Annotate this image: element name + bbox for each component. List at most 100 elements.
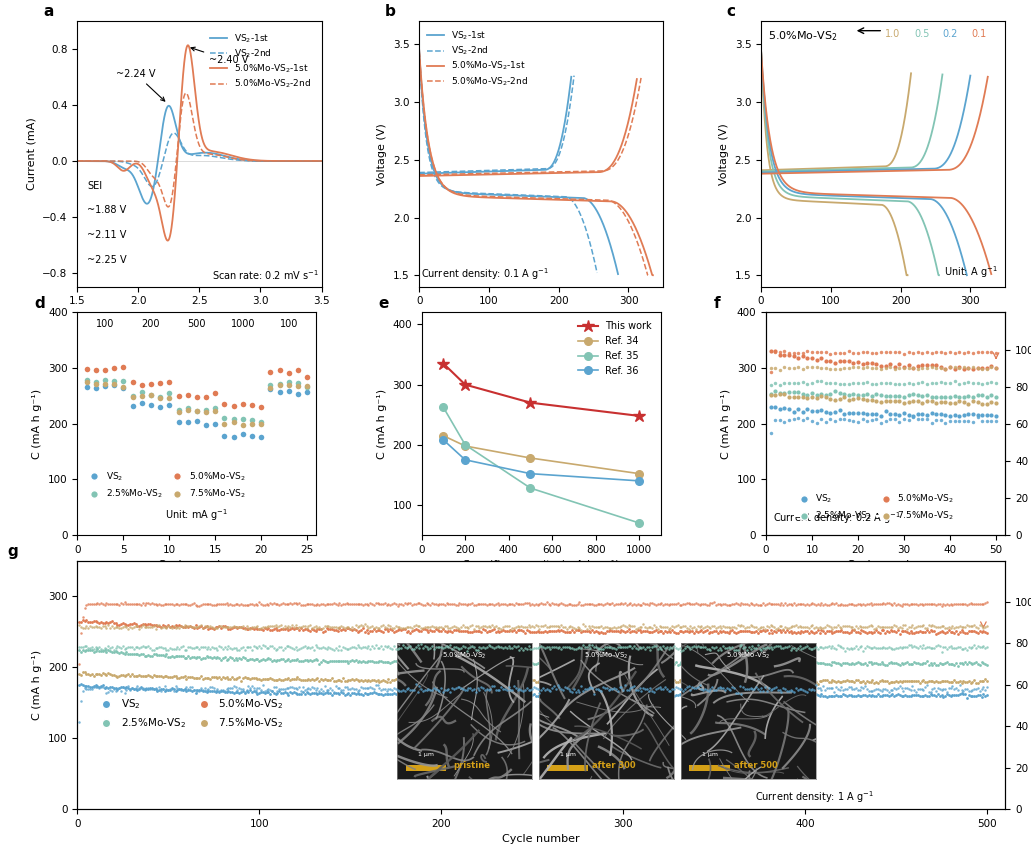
Ref. 36 — [633, 476, 645, 486]
Text: b: b — [385, 4, 396, 19]
Text: Unit: mA g$^{-1}$: Unit: mA g$^{-1}$ — [165, 508, 229, 523]
Ref. 35 — [459, 440, 471, 450]
VS$_2$-2nd — [315, 156, 328, 166]
VS$_2$-1st — [308, 156, 321, 166]
Ref. 34 — [524, 453, 536, 463]
5.0%Mo-VS$_2$-1st — [559, 168, 571, 178]
VS$_2$-2nd — [71, 156, 84, 166]
Ref. 34 — [633, 468, 645, 479]
Y-axis label: Voltage (V): Voltage (V) — [377, 123, 388, 185]
Line: VS$_2$-2nd: VS$_2$-2nd — [77, 133, 322, 187]
5.0%Mo-VS$_2$-2nd — [190, 130, 202, 140]
5.0%Mo-VS$_2$-2nd — [308, 156, 321, 166]
Ref. 35 — [524, 483, 536, 493]
5.0%Mo-VS$_2$-2nd — [413, 169, 426, 180]
5.0%Mo-VS$_2$-1st — [469, 169, 481, 180]
VS$_2$-1st — [514, 165, 527, 175]
Legend: VS$_2$, 2.5%Mo-VS$_2$, 5.0%Mo-VS$_2$, 7.5%Mo-VS$_2$: VS$_2$, 2.5%Mo-VS$_2$, 5.0%Mo-VS$_2$, 7.… — [81, 467, 250, 504]
5.0%Mo-VS$_2$-1st — [308, 156, 321, 166]
VS$_2$-2nd — [504, 164, 517, 175]
5.0%Mo-VS$_2$-1st — [452, 170, 464, 181]
Legend: VS$_2$-1st, VS$_2$-2nd, 5.0%Mo-VS$_2$-1st, 5.0%Mo-VS$_2$-2nd: VS$_2$-1st, VS$_2$-2nd, 5.0%Mo-VS$_2$-1s… — [424, 26, 532, 92]
Text: c: c — [727, 4, 736, 19]
5.0%Mo-VS$_2$-2nd — [315, 156, 328, 166]
VS$_2$-2nd — [440, 167, 453, 177]
Text: 0.2: 0.2 — [942, 29, 958, 39]
5.0%Mo-VS$_2$-1st — [184, 45, 196, 55]
VS$_2$-2nd — [530, 164, 542, 175]
5.0%Mo-VS$_2$-1st — [577, 168, 590, 178]
VS$_2$-2nd — [413, 168, 426, 178]
Text: ~2.11 V: ~2.11 V — [87, 230, 127, 240]
VS$_2$-2nd — [517, 164, 529, 175]
5.0%Mo-VS$_2$-1st — [315, 156, 328, 166]
VS$_2$-2nd — [184, 149, 196, 159]
Text: ~2.25 V: ~2.25 V — [87, 255, 127, 265]
Ref. 36 — [524, 468, 536, 479]
Text: Scan rate: 0.2 mV s$^{-1}$: Scan rate: 0.2 mV s$^{-1}$ — [212, 268, 319, 282]
X-axis label: Specific capacity (mA h g⁻¹): Specific capacity (mA h g⁻¹) — [805, 312, 961, 322]
Text: d: d — [34, 296, 45, 311]
5.0%Mo-VS$_2$-2nd — [179, 88, 192, 98]
Ref. 35 — [633, 518, 645, 528]
Text: ~2.24 V: ~2.24 V — [117, 69, 165, 101]
5.0%Mo-VS$_2$-2nd — [308, 156, 321, 166]
VS$_2$-2nd — [484, 165, 496, 175]
Ref. 36 — [459, 455, 471, 465]
Line: Ref. 34: Ref. 34 — [439, 432, 643, 478]
Text: e: e — [378, 296, 389, 311]
5.0%Mo-VS$_2$-2nd — [543, 167, 556, 177]
5.0%Mo-VS$_2$-2nd — [580, 166, 593, 176]
Text: Current density: 0.1 A g$^{-1}$: Current density: 0.1 A g$^{-1}$ — [422, 265, 550, 282]
Text: Current density: 0.2 A g$^{-1}$: Current density: 0.2 A g$^{-1}$ — [773, 510, 901, 526]
5.0%Mo-VS$_2$-1st — [264, 156, 276, 166]
Y-axis label: Voltage (V): Voltage (V) — [720, 123, 729, 185]
Line: VS$_2$-2nd: VS$_2$-2nd — [420, 75, 574, 173]
Y-axis label: C (mA h g⁻¹): C (mA h g⁻¹) — [32, 389, 42, 459]
5.0%Mo-VS$_2$-1st — [541, 168, 554, 178]
5.0%Mo-VS$_2$-2nd — [264, 156, 276, 166]
Ref. 35 — [437, 402, 450, 413]
X-axis label: Specific capacity (mA h g⁻¹): Specific capacity (mA h g⁻¹) — [463, 312, 620, 322]
VS$_2$-2nd — [190, 151, 202, 161]
Y-axis label: C (mA h g⁻¹): C (mA h g⁻¹) — [721, 389, 731, 459]
This work — [633, 411, 645, 421]
VS$_2$-2nd — [167, 128, 179, 138]
5.0%Mo-VS$_2$-1st — [181, 40, 194, 51]
VS$_2$-1st — [440, 168, 453, 178]
Text: 0.5: 0.5 — [914, 29, 929, 39]
5.0%Mo-VS$_2$-1st — [162, 235, 174, 246]
Ref. 34 — [437, 431, 450, 441]
Text: ~2.40 V: ~2.40 V — [191, 47, 248, 65]
5.0%Mo-VS$_2$-2nd — [71, 156, 84, 166]
X-axis label: Cycle number: Cycle number — [502, 835, 580, 844]
VS$_2$-1st — [190, 148, 202, 158]
VS$_2$-1st — [413, 169, 426, 179]
5.0%Mo-VS$_2$-2nd — [162, 202, 174, 212]
This work — [524, 397, 536, 407]
5.0%Mo-VS$_2$-1st — [71, 156, 84, 166]
5.0%Mo-VS$_2$-1st — [631, 74, 643, 84]
5.0%Mo-VS$_2$-2nd — [470, 169, 483, 179]
This work — [459, 379, 471, 389]
Text: Unit: A g$^{-1}$: Unit: A g$^{-1}$ — [944, 265, 998, 280]
Text: 100: 100 — [96, 319, 114, 330]
Y-axis label: Current (mA): Current (mA) — [27, 118, 37, 190]
Text: 5.0%Mo-VS$_2$: 5.0%Mo-VS$_2$ — [768, 29, 838, 43]
This work — [437, 359, 450, 369]
VS$_2$-1st — [453, 168, 465, 178]
5.0%Mo-VS$_2$-1st — [511, 169, 524, 179]
Legend: VS$_2$, 2.5%Mo-VS$_2$, 5.0%Mo-VS$_2$, 7.5%Mo-VS$_2$: VS$_2$, 2.5%Mo-VS$_2$, 5.0%Mo-VS$_2$, 7.… — [791, 490, 958, 526]
VS$_2$-1st — [84, 156, 96, 166]
Y-axis label: C (mA h g⁻¹): C (mA h g⁻¹) — [32, 650, 42, 720]
Line: VS$_2$-1st: VS$_2$-1st — [420, 77, 571, 174]
5.0%Mo-VS$_2$-1st — [308, 156, 321, 166]
Text: SEI: SEI — [87, 181, 102, 191]
VS$_2$-2nd — [308, 156, 321, 166]
VS$_2$-2nd — [568, 70, 580, 80]
Text: a: a — [43, 4, 54, 19]
5.0%Mo-VS$_2$-2nd — [453, 169, 465, 179]
VS$_2$-2nd — [146, 181, 159, 192]
VS$_2$-1st — [264, 156, 276, 166]
5.0%Mo-VS$_2$-1st — [413, 171, 426, 181]
